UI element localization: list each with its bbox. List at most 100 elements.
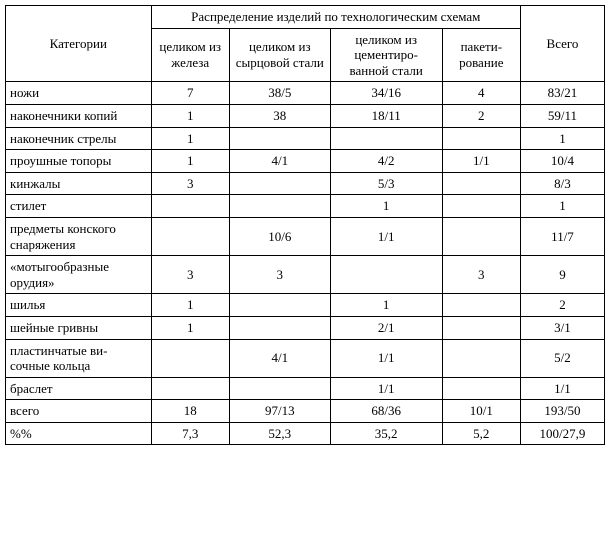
cell-total: 11/7 bbox=[520, 217, 604, 255]
cell-c4 bbox=[442, 294, 520, 317]
table-row: предметы конского снаряжения 10/61/1 11/7 bbox=[6, 217, 605, 255]
distribution-table: Категории Распределение изделий по техно… bbox=[5, 5, 605, 445]
cell-c2: 38/5 bbox=[229, 82, 330, 105]
cell-total: 10/4 bbox=[520, 150, 604, 173]
row-label: шилья bbox=[6, 294, 152, 317]
cell-c2 bbox=[229, 127, 330, 150]
cell-c2 bbox=[229, 195, 330, 218]
cell-c1: 1 bbox=[151, 150, 229, 173]
header-distribution: Распределение изделий по технологическим… bbox=[151, 6, 520, 29]
cell-c4: 4 bbox=[442, 82, 520, 105]
row-label: ножи bbox=[6, 82, 152, 105]
cell-c3: 1 bbox=[330, 294, 442, 317]
cell-c4 bbox=[442, 217, 520, 255]
cell-c3: 35,2 bbox=[330, 422, 442, 445]
cell-total: 1/1 bbox=[520, 377, 604, 400]
cell-c3: 1 bbox=[330, 195, 442, 218]
row-label: кинжалы bbox=[6, 172, 152, 195]
header-col1: целиком из железа bbox=[151, 28, 229, 82]
cell-c4: 3 bbox=[442, 256, 520, 294]
cell-c1 bbox=[151, 195, 229, 218]
table-row: ножи738/534/16483/21 bbox=[6, 82, 605, 105]
cell-c4: 2 bbox=[442, 104, 520, 127]
cell-c1: 7 bbox=[151, 82, 229, 105]
cell-c4: 10/1 bbox=[442, 400, 520, 423]
cell-c1 bbox=[151, 377, 229, 400]
header-col3: целиком из цементиро-ванной стали bbox=[330, 28, 442, 82]
cell-c2: 4/1 bbox=[229, 150, 330, 173]
cell-c2: 38 bbox=[229, 104, 330, 127]
cell-c3: 4/2 bbox=[330, 150, 442, 173]
cell-c2: 3 bbox=[229, 256, 330, 294]
cell-c1: 18 bbox=[151, 400, 229, 423]
table-row: шейные гривны1 2/1 3/1 bbox=[6, 316, 605, 339]
cell-c3: 68/36 bbox=[330, 400, 442, 423]
cell-total: 1 bbox=[520, 195, 604, 218]
table-row: шилья112 bbox=[6, 294, 605, 317]
row-label: предметы конского снаряжения bbox=[6, 217, 152, 255]
cell-total: 9 bbox=[520, 256, 604, 294]
row-label: наконечники копий bbox=[6, 104, 152, 127]
cell-c3 bbox=[330, 256, 442, 294]
row-label: «мотыгообразные орудия» bbox=[6, 256, 152, 294]
table-row: стилет 1 1 bbox=[6, 195, 605, 218]
table-row: кинжалы35/38/3 bbox=[6, 172, 605, 195]
row-label: шейные гривны bbox=[6, 316, 152, 339]
cell-c1: 3 bbox=[151, 172, 229, 195]
cell-c1: 1 bbox=[151, 127, 229, 150]
row-label: браслет bbox=[6, 377, 152, 400]
cell-c4 bbox=[442, 316, 520, 339]
cell-c2: 97/13 bbox=[229, 400, 330, 423]
cell-c3: 1/1 bbox=[330, 339, 442, 377]
cell-c1: 1 bbox=[151, 294, 229, 317]
header-category: Категории bbox=[6, 6, 152, 82]
row-label: наконечник стрелы bbox=[6, 127, 152, 150]
cell-c3: 1/1 bbox=[330, 217, 442, 255]
cell-c2 bbox=[229, 377, 330, 400]
cell-c3: 1/1 bbox=[330, 377, 442, 400]
cell-c2 bbox=[229, 172, 330, 195]
cell-c4: 1/1 bbox=[442, 150, 520, 173]
cell-c2: 4/1 bbox=[229, 339, 330, 377]
table-row: проушные топоры14/14/21/110/4 bbox=[6, 150, 605, 173]
table-row: наконечники копий13818/11259/11 bbox=[6, 104, 605, 127]
cell-total: 100/27,9 bbox=[520, 422, 604, 445]
cell-c1: 3 bbox=[151, 256, 229, 294]
row-label: проушные топоры bbox=[6, 150, 152, 173]
table-row: наконечник стрелы11 bbox=[6, 127, 605, 150]
cell-total: 83/21 bbox=[520, 82, 604, 105]
cell-total: 8/3 bbox=[520, 172, 604, 195]
row-label: всего bbox=[6, 400, 152, 423]
table-row: %%7,352,335,25,2100/27,9 bbox=[6, 422, 605, 445]
header-col2: целиком из сырцовой стали bbox=[229, 28, 330, 82]
cell-c3: 34/16 bbox=[330, 82, 442, 105]
cell-c2: 10/6 bbox=[229, 217, 330, 255]
cell-c4 bbox=[442, 377, 520, 400]
table-row: браслет 1/1 1/1 bbox=[6, 377, 605, 400]
cell-c2 bbox=[229, 316, 330, 339]
table-body: ножи738/534/16483/21наконечники копий138… bbox=[6, 82, 605, 445]
cell-c1: 1 bbox=[151, 316, 229, 339]
table-row: всего1897/1368/3610/1193/50 bbox=[6, 400, 605, 423]
cell-total: 5/2 bbox=[520, 339, 604, 377]
cell-c4 bbox=[442, 339, 520, 377]
cell-c1 bbox=[151, 217, 229, 255]
table-row: «мотыгообразные орудия»3339 bbox=[6, 256, 605, 294]
cell-c4: 5,2 bbox=[442, 422, 520, 445]
cell-c3: 18/11 bbox=[330, 104, 442, 127]
table-row: пластинчатые ви-сочные кольца 4/11/1 5/2 bbox=[6, 339, 605, 377]
cell-c3 bbox=[330, 127, 442, 150]
row-label: %% bbox=[6, 422, 152, 445]
cell-total: 3/1 bbox=[520, 316, 604, 339]
cell-total: 1 bbox=[520, 127, 604, 150]
cell-total: 2 bbox=[520, 294, 604, 317]
cell-c4 bbox=[442, 195, 520, 218]
cell-c4 bbox=[442, 172, 520, 195]
row-label: пластинчатые ви-сочные кольца bbox=[6, 339, 152, 377]
row-label: стилет bbox=[6, 195, 152, 218]
cell-total: 193/50 bbox=[520, 400, 604, 423]
cell-total: 59/11 bbox=[520, 104, 604, 127]
cell-c3: 2/1 bbox=[330, 316, 442, 339]
header-total: Всего bbox=[520, 6, 604, 82]
cell-c1: 7,3 bbox=[151, 422, 229, 445]
